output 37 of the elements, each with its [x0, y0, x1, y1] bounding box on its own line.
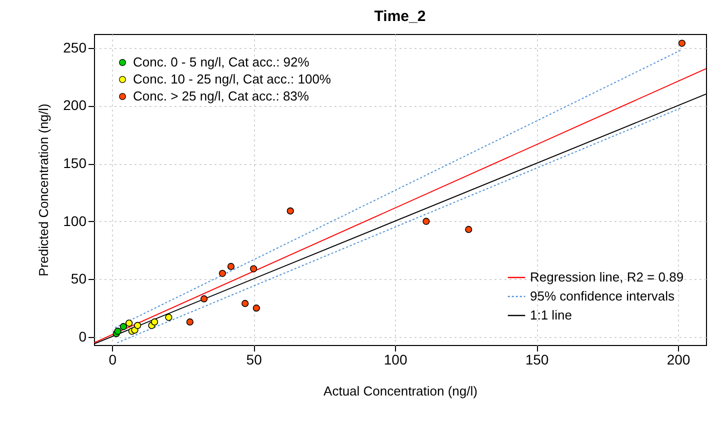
point [286, 207, 294, 215]
legend-label: Conc. 10 - 25 ng/l, Cat acc.: 100% [133, 72, 332, 86]
point [200, 295, 208, 302]
point [126, 320, 133, 327]
point [120, 323, 127, 330]
x-tick-label: 0 [108, 352, 117, 368]
x-tick-label: 200 [666, 352, 690, 368]
point [114, 328, 122, 335]
point [134, 322, 142, 330]
point [150, 318, 158, 326]
point [227, 262, 235, 270]
point [242, 300, 249, 308]
legend-label: Conc. > 25 ng/l, Cat acc.: 83% [133, 88, 310, 104]
x-tick-label: 100 [384, 352, 408, 368]
point [186, 318, 194, 326]
legend-label: 95% confidence intervals [530, 288, 676, 304]
y-tick-label: 250 [63, 39, 87, 56]
chart-title: Time_2 [374, 8, 426, 25]
point [465, 226, 472, 234]
point [250, 265, 258, 272]
point [252, 304, 260, 312]
y-tick-label: 100 [63, 212, 87, 229]
y-tick-label: 200 [63, 97, 87, 114]
legend-label: 1:1 line [530, 308, 572, 322]
y-axis-title: Predicted Concentration (ng/l) [36, 104, 52, 276]
point [678, 40, 686, 47]
point [218, 270, 226, 277]
y-tick-label: 0 [78, 328, 87, 345]
point [422, 218, 430, 225]
x-tick-label: 50 [246, 352, 262, 368]
y-tick-label: 150 [63, 155, 87, 172]
x-tick-label: 150 [525, 352, 549, 368]
x-axis-title: Actual Concentration (ng/l) [324, 384, 478, 398]
y-tick-label: 50 [70, 270, 87, 287]
legend-label: Conc. 0 - 5 ng/l, Cat acc.: 92% [133, 54, 310, 70]
legend-label: Regression line, R2 = 0.89 [530, 270, 684, 284]
point [165, 314, 172, 321]
